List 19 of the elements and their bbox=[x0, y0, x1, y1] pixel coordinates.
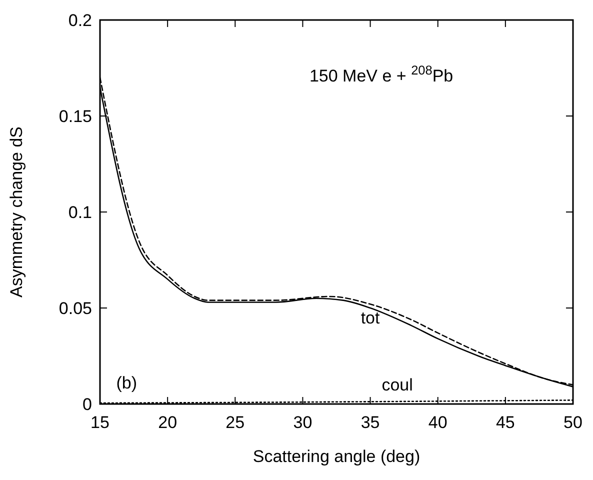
y-tick-label: 0 bbox=[82, 395, 92, 414]
x-tick-label: 50 bbox=[564, 413, 582, 432]
x-axis-title: Scattering angle (deg) bbox=[252, 447, 420, 466]
x-tick-label: 45 bbox=[496, 413, 515, 432]
y-tick-label: 0.1 bbox=[68, 203, 92, 222]
x-tick-label: 25 bbox=[226, 413, 245, 432]
y-axis-title: Asymmetry change dS bbox=[7, 126, 26, 298]
annotation: tot bbox=[360, 308, 380, 328]
annotation: 150 MeV e + $^{208}$Pb bbox=[309, 62, 454, 86]
x-tick-label: 15 bbox=[90, 413, 110, 432]
y-tick-label: 0.15 bbox=[58, 107, 92, 126]
x-tick-label: 35 bbox=[360, 413, 380, 432]
y-tick-label: 0.2 bbox=[68, 11, 92, 30]
annotation: (b) bbox=[116, 374, 137, 393]
x-tick-label: 40 bbox=[428, 413, 448, 432]
x-tick-label: 20 bbox=[158, 413, 178, 432]
annotation: coul bbox=[382, 376, 413, 395]
y-tick-label: 0.05 bbox=[58, 299, 92, 318]
x-tick-label: 30 bbox=[293, 413, 312, 432]
